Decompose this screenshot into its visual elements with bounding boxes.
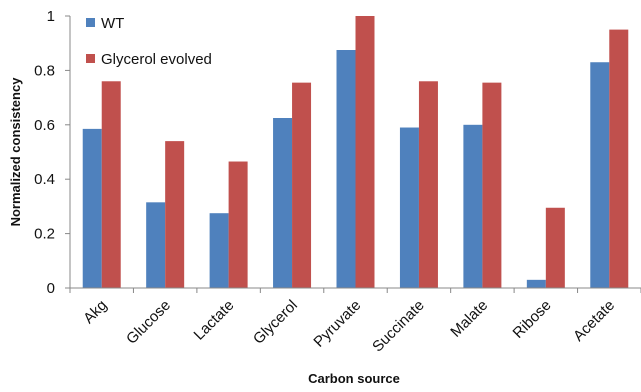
bar-wt-pyruvate [336,50,356,288]
x-tick-label-ribose: Ribose [510,297,555,342]
x-tick-label-glucose: Glucose [123,297,174,348]
x-axis-title: Carbon source [308,371,400,386]
y-tick-label: 0.4 [34,171,55,188]
bar-glycerol-evolved-glucose [165,141,185,288]
bar-glycerol-evolved-akg [101,81,121,288]
bar-glycerol-evolved-succinate [418,81,438,288]
bar-wt-lactate [209,213,229,288]
y-tick-label: 0 [47,280,55,297]
bar-glycerol-evolved-ribose [545,207,565,288]
bar-wt-glucose [146,202,166,288]
legend-swatch-glycerol-evolved [86,54,95,63]
x-tick-label-pyruvate: Pyruvate [310,297,364,351]
bars-layer [82,16,629,289]
bar-glycerol-evolved-acetate [609,29,629,288]
x-tick-label-malate: Malate [447,297,491,341]
x-tick-label-lactate: Lactate [191,297,238,344]
y-tick-label: 0.8 [34,62,55,79]
bar-glycerol-evolved-lactate [228,161,248,288]
x-axis-ticks: Akg Glucose Lactate Glycerol Pyruvate Succina… [69,288,641,356]
y-tick-label: 0.2 [34,226,55,243]
bar-wt-malate [463,124,483,288]
y-axis-title: Normalized consistency [8,77,23,227]
legend-label-glycerol-evolved: Glycerol evolved [101,51,212,68]
bar-glycerol-evolved-glycerol [292,82,312,288]
x-tick-label-succinate: Succinate [369,297,428,356]
legend-label-wt: WT [101,15,124,32]
x-tick-label-akg: Akg [80,297,110,327]
bar-glycerol-evolved-malate [482,82,502,288]
bar-wt-acetate [590,62,610,288]
y-tick-label: 1 [47,8,55,25]
bar-wt-glycerol [273,118,293,288]
y-tick-label: 0.6 [34,117,55,134]
bar-wt-akg [82,128,102,288]
bar-wt-ribose [526,279,546,288]
x-tick-label-acetate: Acetate [570,297,618,345]
y-axis-ticks: 0 0.2 0.4 0.6 0.8 1 [34,8,70,297]
bar-glycerol-evolved-pyruvate [355,16,375,288]
bar-wt-succinate [399,127,419,289]
legend-swatch-wt [86,18,95,27]
legend: WT Glycerol evolved [86,15,212,68]
x-tick-label-glycerol: Glycerol [250,297,301,348]
